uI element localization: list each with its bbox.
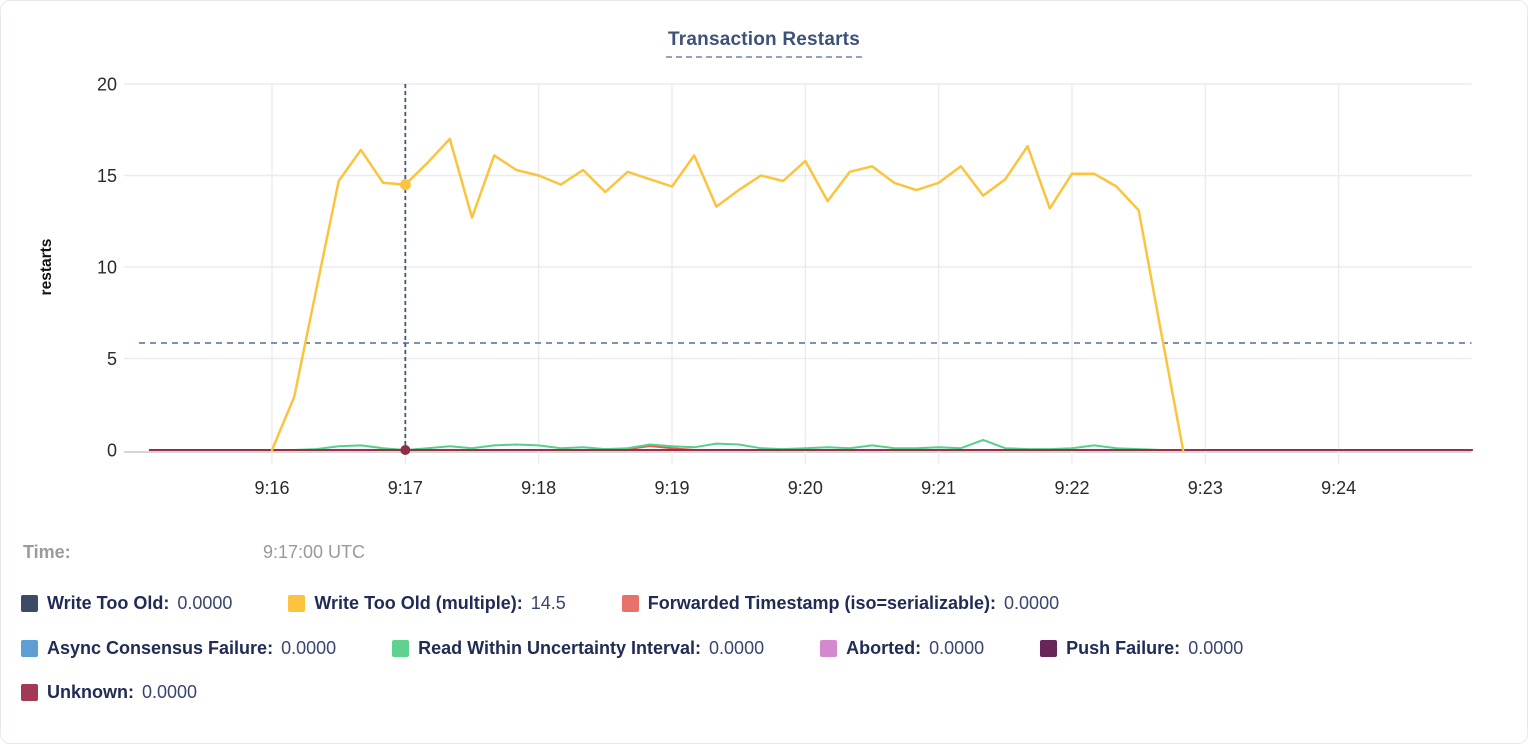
y-tick-label: 0: [107, 441, 117, 461]
legend-value: 0.0000: [709, 638, 765, 658]
legend-item-aborted[interactable]: Aborted: 0.0000: [820, 638, 984, 659]
legend-label: Aborted:: [846, 638, 922, 658]
legend-value: 0.0000: [1004, 593, 1060, 613]
legend-swatch-push-failure: [1040, 640, 1058, 657]
legend-label: Async Consensus Failure:: [47, 638, 274, 658]
legend-row-2: Async Consensus Failure: 0.0000 Read Withi…: [21, 638, 1243, 659]
hover-dot: [399, 179, 411, 191]
legend-value: 14.5: [530, 593, 566, 613]
y-tick-label: 20: [97, 75, 117, 95]
x-tick-label: 9:24: [1321, 478, 1356, 498]
legend-swatch-read-within-uncertainty-interval: [392, 640, 410, 657]
y-tick-label: 15: [97, 166, 117, 186]
legend-item-write-too-old[interactable]: Write Too Old: 0.0000: [21, 593, 232, 614]
legend-label: Push Failure:: [1066, 638, 1181, 658]
legend-swatch-write-too-old: [21, 595, 38, 612]
legend-label: Unknown:: [47, 682, 134, 702]
legend-item-push-failure[interactable]: Push Failure: 0.0000: [1040, 638, 1243, 659]
hover-time-label: Time:: [23, 542, 71, 562]
legend-label: Read Within Uncertainty Interval:: [418, 638, 702, 658]
legend-row-1: Write Too Old: 0.0000 Write Too Old (multi…: [21, 593, 1059, 614]
x-tick-label: 9:18: [521, 478, 556, 498]
hover-time-row: Time: 9:17:00 UTC: [23, 542, 365, 563]
y-tick-label: 10: [97, 258, 117, 278]
legend-value: 0.0000: [929, 638, 985, 658]
x-tick-label: 9:17: [388, 478, 423, 498]
legend-item-async-consensus-failure[interactable]: Async Consensus Failure: 0.0000: [21, 638, 336, 659]
legend-swatch-write-too-old-multiple: [288, 595, 306, 612]
series-line-write-too-old-multiple: [270, 137, 1185, 452]
legend-row-3: Unknown: 0.0000: [21, 682, 197, 703]
hover-time-value: 9:17:00 UTC: [263, 542, 366, 562]
legend-label: Forwarded Timestamp (iso=serializable):: [647, 593, 997, 613]
legend-swatch-aborted: [820, 640, 838, 657]
restarts-chart[interactable]: 0 5 10 15 20 9:16 9:17 9:18 9:19 9:20 9:21 9:22 9:23…: [1, 1, 1528, 521]
chart-title-wrap: Transaction Restarts: [1, 29, 1527, 58]
y-axis-label: restarts: [38, 239, 55, 296]
x-tick-label: 9:16: [254, 478, 289, 498]
legend-swatch-async-consensus-failure: [21, 640, 38, 657]
x-tick-label: 9:22: [1054, 478, 1089, 498]
legend-value: 0.0000: [281, 638, 337, 658]
legend-label: Write Too Old:: [47, 593, 170, 613]
hover-dot: [400, 445, 411, 455]
x-tick-label: 9:23: [1188, 478, 1223, 498]
legend-swatch-forwarded-timestamp: [621, 595, 639, 612]
legend-value: 0.0000: [142, 682, 198, 702]
legend-item-read-within-uncertainty-interval[interactable]: Read Within Uncertainty Interval: 0.0000: [392, 638, 764, 659]
legend-item-write-too-old-multiple[interactable]: Write Too Old (multiple): 14.5: [288, 593, 566, 614]
legend-value: 0.0000: [177, 593, 233, 613]
x-tick-label: 9:21: [921, 478, 956, 498]
legend-swatch-unknown: [21, 684, 38, 701]
legend-item-unknown[interactable]: Unknown: 0.0000: [21, 682, 197, 703]
legend-value: 0.0000: [1188, 638, 1244, 658]
x-tick-label: 9:20: [788, 478, 823, 498]
x-tick-label: 9:19: [654, 478, 689, 498]
chart-title[interactable]: Transaction Restarts: [666, 29, 862, 58]
legend-item-forwarded-timestamp[interactable]: Forwarded Timestamp (iso=serializable): 0…: [621, 593, 1060, 614]
y-tick-label: 5: [107, 349, 117, 369]
legend-label: Write Too Old (multiple):: [314, 593, 523, 613]
